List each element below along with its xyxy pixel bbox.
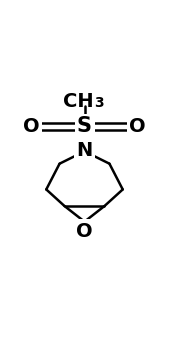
Text: O: O xyxy=(23,117,40,136)
Text: O: O xyxy=(76,221,93,240)
Text: 3: 3 xyxy=(94,96,103,110)
Text: O: O xyxy=(129,117,146,136)
Text: N: N xyxy=(76,141,93,160)
Text: S: S xyxy=(77,116,92,136)
Text: CH: CH xyxy=(63,92,93,111)
